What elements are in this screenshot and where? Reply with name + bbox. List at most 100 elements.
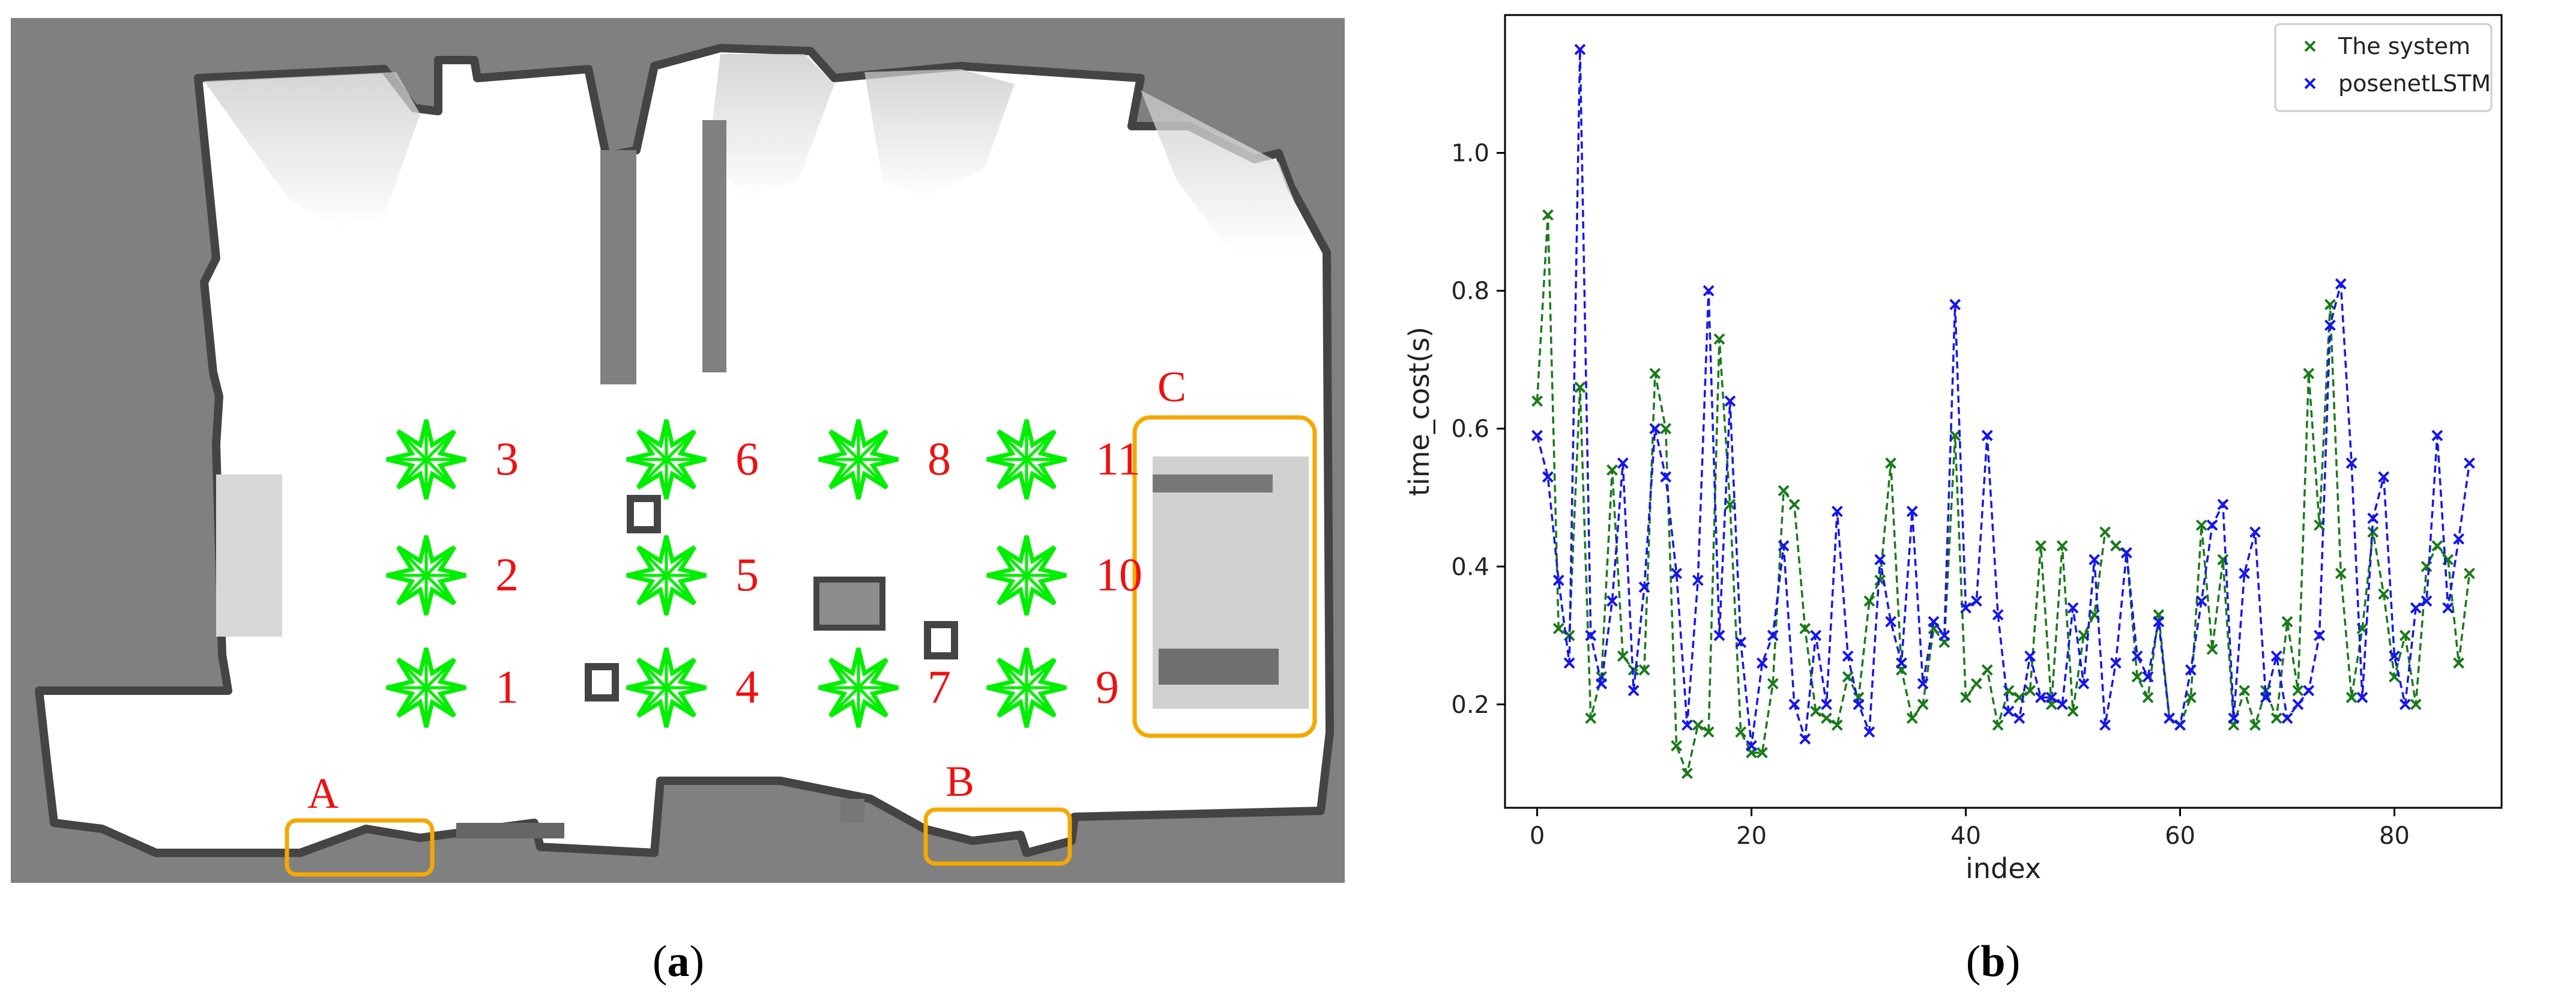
- data-point: [1735, 637, 1747, 648]
- data-point: [2431, 540, 2443, 552]
- map-obstacles: [216, 120, 1309, 838]
- data-point: [2378, 471, 2390, 483]
- data-point: [1821, 712, 1832, 724]
- data-point: [1692, 574, 1704, 586]
- data-point: [1810, 705, 1822, 717]
- data-point: [2153, 616, 2165, 628]
- data-point: [1788, 699, 1800, 711]
- point-marker-11: [987, 420, 1066, 499]
- y-tick-label: 0.8: [1451, 277, 1489, 305]
- data-point: [2453, 533, 2465, 545]
- series-posenetlstm: [1531, 43, 2475, 752]
- data-point: [1606, 595, 1618, 607]
- data-point: [2410, 602, 2422, 614]
- data-point: [2249, 526, 2261, 538]
- data-point: [1938, 629, 1950, 641]
- data-point: [1692, 719, 1704, 731]
- point-marker-10: [987, 536, 1066, 615]
- data-point: [1970, 595, 1982, 607]
- point-marker-7: [819, 648, 898, 727]
- caption-b: (b): [1966, 937, 2020, 986]
- data-point: [1928, 616, 1940, 628]
- axis-ticks: 0 20 40 60 80 0.2 0.4 0.6 0.8 1.0: [1451, 140, 2410, 850]
- data-point: [2281, 616, 2293, 628]
- data-point: [1703, 285, 1715, 297]
- y-axis-label: time_cost(s): [1403, 327, 1435, 496]
- point-label-11: 11: [1096, 432, 1141, 485]
- data-point: [2013, 712, 2026, 724]
- data-point: [1863, 595, 1875, 607]
- data-point: [2335, 278, 2347, 290]
- data-point: [2142, 671, 2154, 683]
- data-point: [1896, 657, 1907, 669]
- x-axis-label: index: [1965, 852, 2041, 885]
- data-point: [2120, 547, 2132, 559]
- data-point: [1842, 650, 1854, 662]
- data-point: [1724, 499, 1736, 511]
- data-point: [2367, 512, 2379, 524]
- series-line: [1536, 49, 2471, 746]
- x-tick-label: 20: [1736, 822, 1767, 850]
- data-point: [2003, 705, 2015, 717]
- region-a-box: [285, 818, 435, 877]
- data-point: [1970, 677, 1982, 689]
- point-marker-1: [387, 648, 466, 727]
- data-point: [2399, 629, 2411, 641]
- occupancy-map-panel: A B C 1 2 3 4 5 6 7 8 9 10 11 (a): [11, 18, 1345, 986]
- data-point: [2067, 705, 2079, 717]
- data-point: [1542, 471, 1554, 483]
- legend-marker: [2304, 77, 2316, 89]
- data-point: [1574, 381, 1586, 393]
- y-tick-label: 0.6: [1451, 416, 1489, 443]
- data-point: [1703, 726, 1715, 738]
- data-point: [2110, 540, 2122, 552]
- data-point: [1713, 629, 1725, 641]
- data-point: [2024, 650, 2036, 662]
- data-point: [2249, 719, 2261, 731]
- data-point: [1767, 677, 1779, 689]
- point-label-1: 1: [495, 661, 519, 713]
- data-point: [1885, 457, 1896, 469]
- data-point: [1788, 499, 1800, 511]
- data-point: [2195, 595, 2207, 607]
- plot-series: [1531, 43, 2475, 780]
- data-point: [2324, 320, 2336, 331]
- data-point: [2303, 685, 2315, 697]
- point-label-4: 4: [735, 661, 759, 713]
- data-point: [1649, 368, 1661, 380]
- point-marker-5: [627, 536, 706, 615]
- data-point: [2239, 568, 2251, 580]
- y-tick-label: 0.2: [1451, 691, 1489, 719]
- data-point: [2270, 650, 2282, 662]
- data-point: [1992, 719, 2004, 731]
- data-point: [2067, 602, 2079, 614]
- data-point: [2206, 643, 2218, 655]
- data-point: [1724, 395, 1736, 407]
- data-point: [1874, 554, 1886, 566]
- data-point: [1831, 719, 1843, 731]
- point-label-7: 7: [928, 661, 951, 713]
- data-point: [2056, 540, 2068, 552]
- data-point: [1617, 457, 1629, 469]
- data-point: [2239, 685, 2251, 697]
- data-point: [1585, 629, 1597, 641]
- data-point: [1821, 699, 1832, 711]
- series-line: [1536, 214, 2471, 777]
- data-point: [2464, 568, 2475, 580]
- data-point: [2260, 691, 2272, 703]
- data-point: [2024, 685, 2036, 697]
- data-point: [2045, 691, 2057, 703]
- data-point: [1542, 209, 1554, 221]
- data-point: [2399, 699, 2411, 711]
- data-point: [2164, 712, 2176, 724]
- data-point: [1778, 540, 1790, 552]
- point-marker-2: [387, 536, 466, 615]
- data-point: [2292, 685, 2304, 697]
- region-c-box: [1132, 415, 1317, 738]
- point-label-6: 6: [735, 432, 759, 485]
- data-point: [2464, 457, 2475, 469]
- data-point: [1638, 664, 1650, 676]
- data-point: [1552, 574, 1564, 586]
- y-tick-label: 0.4: [1451, 553, 1489, 581]
- data-point: [1960, 691, 1971, 703]
